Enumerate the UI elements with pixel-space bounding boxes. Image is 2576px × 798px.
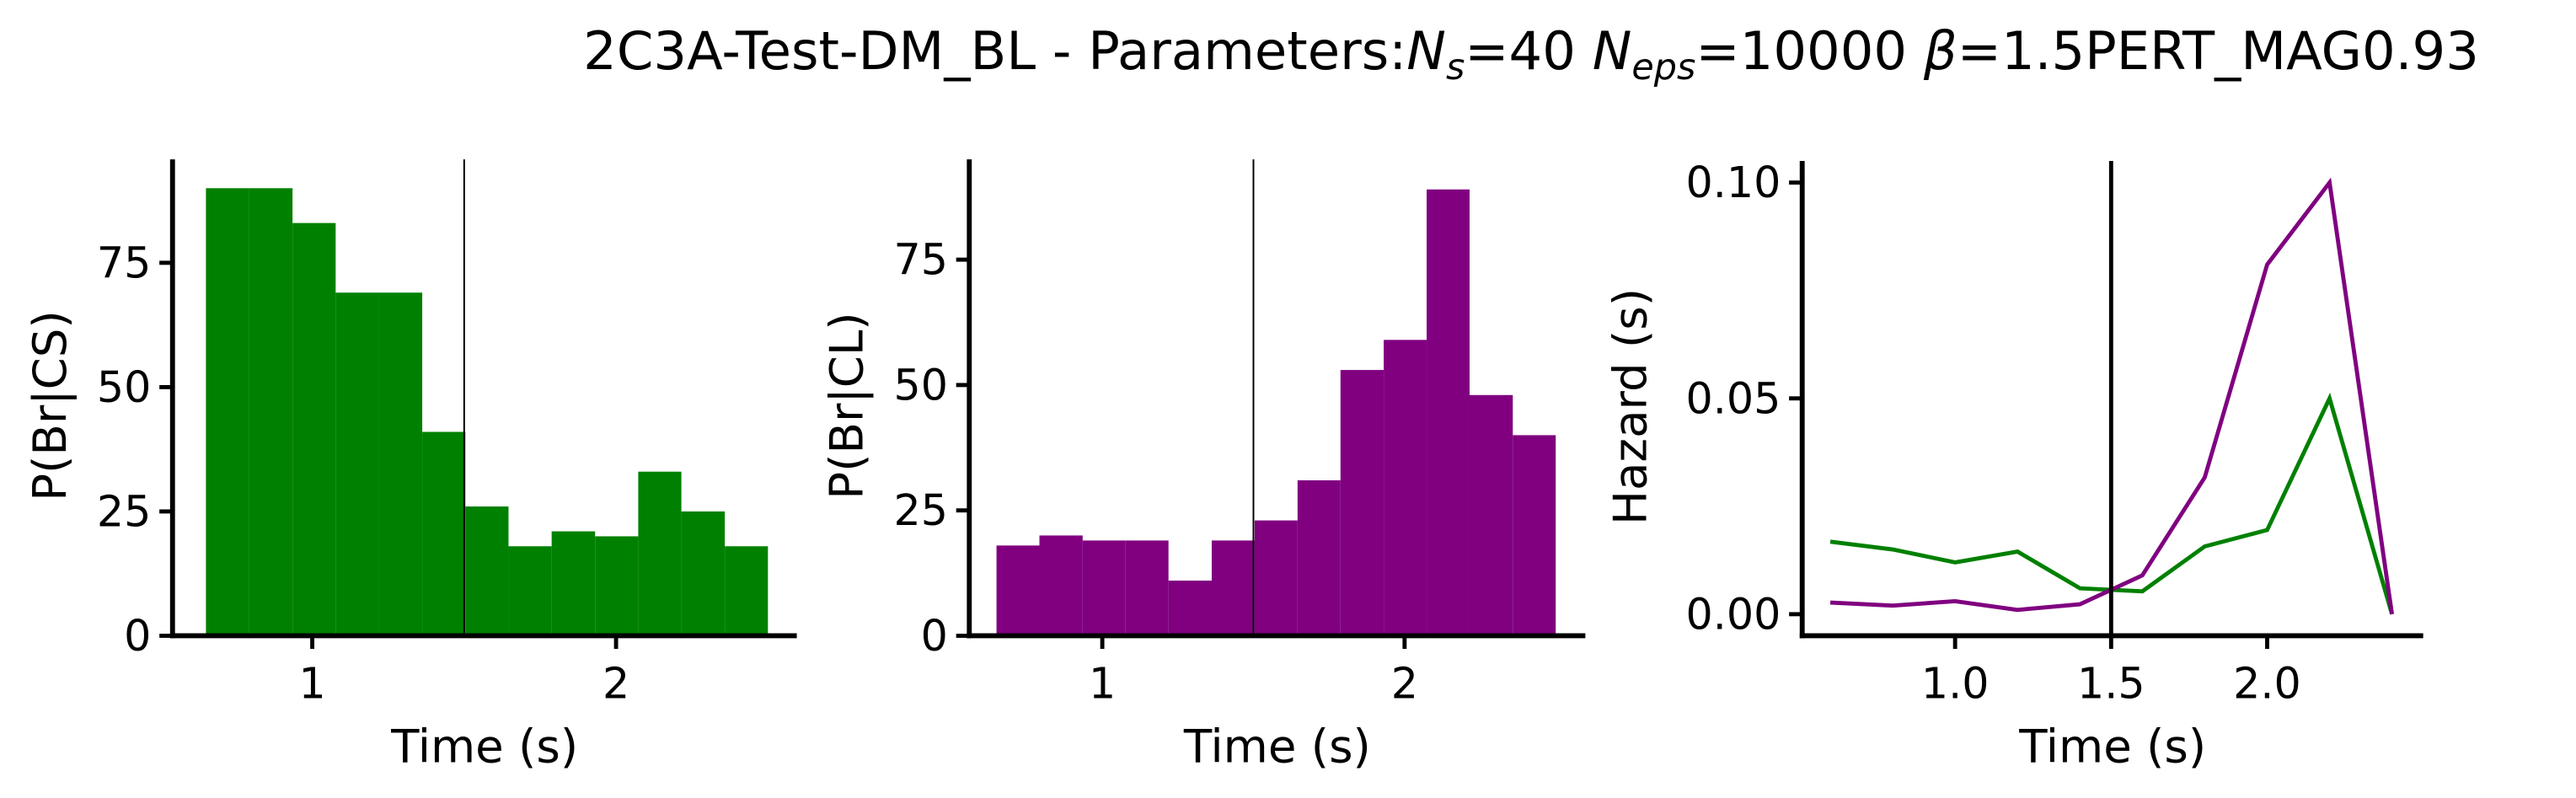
y-tick-label: 75 [97,238,151,287]
bar [996,545,1040,636]
bar [1254,520,1298,636]
bar [595,536,639,636]
bar [1427,189,1470,636]
y-axis-label: Hazard (s) [1604,288,1658,525]
title-part: eps [1631,46,1695,88]
y-axis-label: P(Br|CS) [23,310,78,501]
title-part: s [1446,46,1465,88]
bar [638,471,682,636]
bar [249,188,293,636]
x-tick-label: 2 [1391,659,1418,709]
figure-title: 2C3A-Test-DM_BL - Parameters:Ns=40 Neps=… [583,20,2479,88]
y-tick-label: 25 [893,485,947,535]
y-tick-label: 0.10 [1686,158,1781,207]
y-tick-label: 25 [97,486,151,536]
y-tick-label: 50 [97,362,151,412]
y-tick-label: 0.05 [1686,373,1781,423]
x-axis-label: Time (s) [1183,720,1371,774]
x-tick-label: 1 [298,659,325,709]
bar [1039,535,1083,636]
x-tick-label: 1.5 [2077,659,2145,709]
bar [465,506,509,636]
x-axis-label: Time (s) [2018,720,2206,774]
title-part: =1.5PERT_MAG0.93 [1957,20,2479,82]
y-tick-label: 0.00 [1686,589,1781,639]
bar [1211,540,1255,636]
title-part: 2C3A-Test-DM_BL - Parameters: [583,20,1406,82]
x-tick-label: 1 [1089,659,1116,709]
bar [1125,540,1169,636]
y-tick-label: 50 [893,360,947,410]
bar [292,222,336,636]
y-tick-label: 0 [124,611,151,661]
title-part: β [1923,20,1957,82]
bar [681,511,726,636]
bar [335,292,379,636]
y-tick-label: 0 [921,611,948,661]
bar [725,546,769,636]
bar [378,292,423,636]
bar [1168,581,1212,636]
bar [1513,435,1556,636]
bar [1082,540,1126,636]
bar [1384,340,1427,636]
x-tick-label: 1.0 [1921,659,1990,709]
bar [508,546,552,636]
title-part: =10000 [1695,20,1924,82]
title-part: N [1406,20,1446,82]
bar [1340,370,1384,636]
x-axis-label: Time (s) [390,720,578,774]
y-axis-label: P(Br|CL) [820,312,875,499]
x-tick-label: 2 [602,659,629,709]
bar [1469,394,1513,636]
title-part: N [1593,20,1632,82]
bar [422,431,466,636]
x-tick-label: 2.0 [2233,659,2301,709]
bar [551,531,596,636]
bar [1297,479,1341,636]
title-part: =40 [1465,20,1592,82]
bar [206,188,249,636]
y-tick-label: 75 [893,235,947,285]
